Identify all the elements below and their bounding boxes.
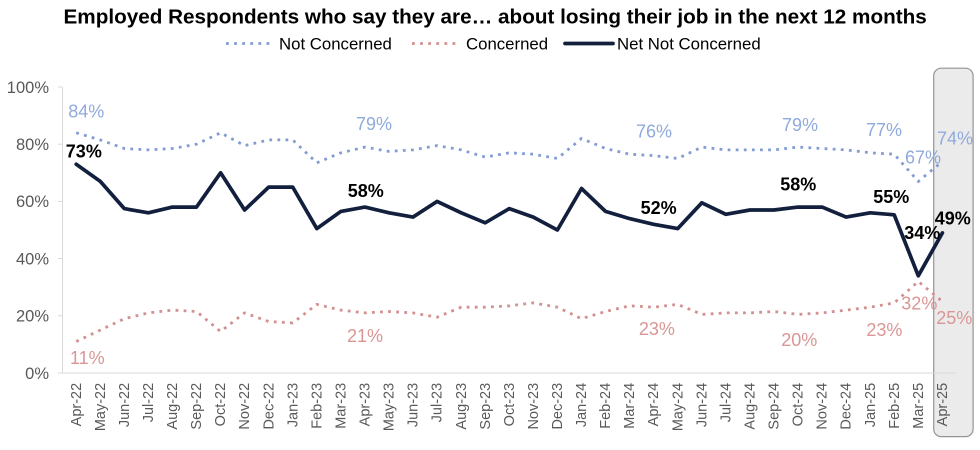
svg-text:Aug-23: Aug-23 — [454, 383, 470, 430]
svg-text:Jun-22: Jun-22 — [117, 383, 133, 427]
svg-text:67%: 67% — [905, 148, 941, 168]
svg-text:Nov-23: Nov-23 — [526, 383, 542, 430]
svg-text:Jan-24: Jan-24 — [574, 383, 590, 427]
svg-text:21%: 21% — [347, 326, 383, 346]
svg-text:0%: 0% — [25, 365, 49, 383]
svg-text:73%: 73% — [66, 142, 102, 162]
svg-text:Sep-23: Sep-23 — [478, 383, 494, 430]
svg-text:Jun-24: Jun-24 — [694, 383, 710, 427]
svg-text:Jan-25: Jan-25 — [863, 383, 879, 427]
svg-text:100%: 100% — [7, 79, 50, 97]
svg-text:Jul-23: Jul-23 — [430, 383, 446, 423]
svg-text:58%: 58% — [348, 181, 384, 201]
svg-text:23%: 23% — [639, 319, 675, 339]
svg-text:55%: 55% — [873, 187, 909, 207]
svg-text:Nov-22: Nov-22 — [237, 383, 253, 430]
svg-text:Oct-24: Oct-24 — [791, 383, 807, 427]
svg-text:May-22: May-22 — [93, 383, 109, 431]
svg-text:Dec-23: Dec-23 — [550, 383, 566, 430]
svg-text:Feb-24: Feb-24 — [598, 383, 614, 429]
svg-text:80%: 80% — [16, 136, 49, 154]
svg-text:Jun-23: Jun-23 — [406, 383, 422, 427]
svg-text:77%: 77% — [866, 120, 902, 140]
svg-text:Jan-23: Jan-23 — [285, 383, 301, 427]
svg-text:Apr-25: Apr-25 — [935, 383, 951, 427]
svg-text:Feb-23: Feb-23 — [309, 383, 325, 429]
svg-text:Nov-24: Nov-24 — [815, 383, 831, 430]
svg-text:20%: 20% — [16, 308, 49, 326]
svg-text:49%: 49% — [935, 209, 971, 229]
svg-text:May-24: May-24 — [670, 383, 686, 431]
svg-text:Jul-22: Jul-22 — [141, 383, 157, 423]
svg-text:Apr-22: Apr-22 — [69, 383, 85, 427]
svg-text:40%: 40% — [16, 250, 49, 268]
svg-text:Apr-23: Apr-23 — [358, 383, 374, 427]
svg-text:Employed Respondents who say t: Employed Respondents who say they are… a… — [64, 6, 927, 29]
svg-text:Dec-24: Dec-24 — [839, 383, 855, 430]
svg-text:34%: 34% — [904, 223, 940, 243]
svg-text:Mar-24: Mar-24 — [622, 383, 638, 429]
svg-text:May-23: May-23 — [382, 383, 398, 431]
svg-text:84%: 84% — [68, 102, 104, 122]
svg-text:Oct-22: Oct-22 — [213, 383, 229, 427]
svg-text:Net Not Concerned: Net Not Concerned — [617, 35, 761, 54]
svg-text:Dec-22: Dec-22 — [261, 383, 277, 430]
svg-text:32%: 32% — [901, 294, 937, 314]
svg-text:Oct-23: Oct-23 — [502, 383, 518, 427]
svg-text:58%: 58% — [780, 175, 816, 195]
svg-text:Mar-23: Mar-23 — [334, 383, 350, 429]
svg-text:Mar-25: Mar-25 — [911, 383, 927, 429]
svg-text:79%: 79% — [782, 115, 818, 135]
svg-text:Sep-22: Sep-22 — [189, 383, 205, 430]
svg-text:11%: 11% — [70, 348, 105, 368]
svg-text:60%: 60% — [16, 193, 49, 211]
svg-text:Sep-24: Sep-24 — [767, 383, 783, 430]
svg-text:76%: 76% — [636, 122, 672, 142]
svg-text:23%: 23% — [866, 320, 902, 340]
svg-text:25%: 25% — [936, 308, 972, 328]
svg-text:52%: 52% — [641, 198, 677, 218]
svg-text:74%: 74% — [937, 129, 973, 149]
svg-text:Aug-24: Aug-24 — [743, 383, 759, 430]
svg-text:Aug-22: Aug-22 — [165, 383, 181, 430]
svg-text:79%: 79% — [356, 114, 392, 134]
svg-text:Not Concerned: Not Concerned — [279, 35, 392, 54]
svg-text:Concerned: Concerned — [466, 35, 548, 54]
svg-text:Apr-24: Apr-24 — [646, 383, 662, 427]
svg-text:Feb-25: Feb-25 — [887, 383, 903, 429]
svg-text:Jul-24: Jul-24 — [718, 383, 734, 423]
svg-text:20%: 20% — [781, 330, 817, 350]
